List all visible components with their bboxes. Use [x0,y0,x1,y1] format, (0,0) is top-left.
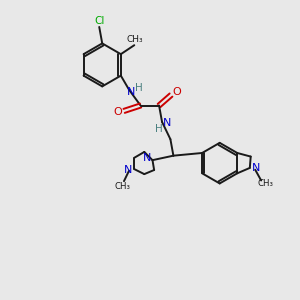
Text: N: N [163,118,172,128]
Text: N: N [252,163,261,173]
Text: N: N [143,153,151,163]
Text: CH₃: CH₃ [258,179,274,188]
Text: Cl: Cl [94,16,104,26]
Text: CH₃: CH₃ [115,182,130,191]
Text: N: N [127,87,135,97]
Text: H: H [135,82,142,93]
Text: CH₃: CH₃ [127,35,143,44]
Text: O: O [172,87,182,97]
Text: O: O [114,107,122,117]
Text: H: H [154,124,162,134]
Text: N: N [124,165,132,175]
